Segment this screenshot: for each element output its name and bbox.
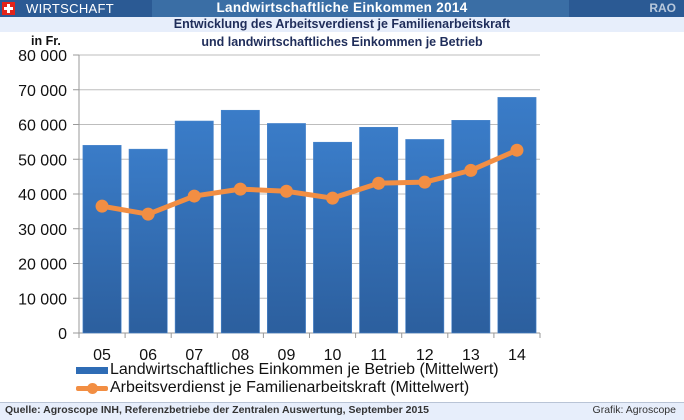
x-tick-label: 05: [93, 347, 111, 364]
y-tick-label: 0: [58, 326, 67, 343]
bar-series: [82, 97, 537, 334]
legend-label-bar: Landwirtschaftliches Einkommen je Betrie…: [110, 361, 499, 378]
y-tick-label: 40 000: [18, 187, 67, 204]
bar: [313, 141, 352, 334]
bar: [220, 109, 260, 334]
x-tick-label: 12: [416, 347, 434, 364]
header-section-segment: [0, 0, 152, 17]
x-tick-label: 08: [231, 347, 249, 364]
y-tick-label: 50 000: [18, 152, 67, 169]
bar: [82, 145, 122, 334]
y-tick-label: 30 000: [18, 222, 67, 239]
line-point: [510, 143, 524, 157]
line-point: [187, 189, 201, 203]
line-point: [464, 163, 478, 177]
line-point: [233, 182, 247, 196]
x-tick-label: 09: [278, 347, 296, 364]
line-path: [101, 147, 518, 217]
legend: Landwirtschaftliches Einkommen je Betrie…: [76, 361, 499, 397]
footer-bar: [0, 402, 684, 420]
page-title: Landwirtschaftliche Einkommen 2014: [216, 0, 468, 15]
bar: [451, 120, 491, 334]
subtitle-bar: [0, 17, 684, 32]
line-point: [372, 176, 386, 190]
line-point: [279, 184, 293, 198]
bar: [267, 123, 306, 334]
line-series: [95, 143, 524, 221]
bar: [128, 148, 168, 334]
source-note: Quelle: Agroscope INH, Referenzbetriebe …: [5, 404, 429, 416]
chart-title: Entwicklung des Arbeitsverdienst je Fami…: [173, 17, 511, 31]
x-tick-label: 14: [508, 347, 526, 364]
line-point: [141, 207, 155, 221]
y-tick-label: 10 000: [18, 291, 67, 308]
legend-label-line: Arbeitsverdienst je Familienarbeitskraft…: [110, 379, 470, 396]
tick-labels: 0 10 000 20 000 30 000 40 000 50 000 60 000 70 …: [18, 48, 526, 364]
bar: [174, 120, 214, 334]
legend-item-bar: Landwirtschaftliches Einkommen je Betrie…: [76, 361, 499, 379]
x-tick-label: 07: [185, 347, 203, 364]
y-tick-label: 80 000: [18, 48, 67, 65]
x-tick-label: 10: [324, 347, 342, 364]
x-tick-label: 13: [462, 347, 480, 364]
y-tick-label: 70 000: [18, 83, 67, 100]
section-label: WIRTSCHAFT: [26, 1, 114, 16]
header-bar: [0, 0, 684, 17]
bar: [497, 97, 537, 334]
legend-item-line: Arbeitsverdienst je Familienarbeitskraft…: [76, 379, 499, 397]
legend-line-swatch-icon: [76, 382, 108, 394]
line-point: [326, 191, 340, 205]
y-axis-unit-label: in Fr.: [31, 34, 61, 48]
chart-subtitle: und landwirtschaftliches Einkommen je Be…: [201, 35, 483, 49]
legend-bar-swatch-icon: [76, 366, 108, 374]
line-point: [95, 199, 109, 213]
org-code: RAO: [649, 1, 676, 15]
bar: [405, 139, 445, 334]
y-tick-label: 20 000: [18, 257, 67, 274]
x-tick-label: 11: [370, 347, 387, 364]
line-point: [418, 175, 432, 189]
swiss-flag-icon: [2, 2, 15, 15]
bar: [359, 126, 399, 334]
y-tick-label: 60 000: [18, 118, 67, 135]
x-tick-label: 06: [139, 347, 157, 364]
graphic-credit: Grafik: Agroscope: [592, 404, 676, 416]
header-org-segment: [569, 0, 684, 17]
